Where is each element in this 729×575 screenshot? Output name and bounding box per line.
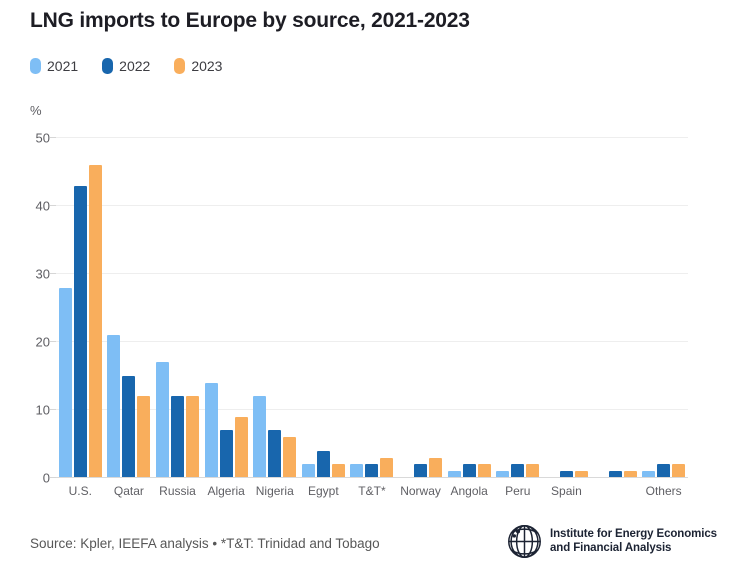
bar-2022-Qatar bbox=[122, 376, 136, 478]
bar-2023-Russia bbox=[186, 396, 200, 478]
bar-2021-Egypt bbox=[301, 464, 315, 478]
bar-group-T&T* bbox=[348, 138, 397, 478]
ieefa-logo: Institute for Energy Economics and Finan… bbox=[506, 523, 717, 560]
x-label-Nigeria: Nigeria bbox=[255, 484, 294, 498]
bar-group-Angola bbox=[445, 138, 494, 478]
y-axis-unit-label: % bbox=[30, 103, 42, 118]
logo-text: Institute for Energy Economics and Finan… bbox=[550, 528, 717, 555]
bar-2023-Others bbox=[672, 464, 686, 478]
bar-group-Nigeria bbox=[250, 138, 299, 478]
bar-group-Qatar bbox=[105, 138, 154, 478]
globe-icon bbox=[508, 525, 541, 558]
y-tick-label-50: 50 bbox=[35, 130, 50, 146]
bar-group-Norway bbox=[396, 138, 445, 478]
gridline-50 bbox=[50, 137, 688, 138]
bar-2022-T&T* bbox=[365, 464, 379, 478]
legend-label: 2022 bbox=[119, 58, 151, 74]
bar-2023-Peru bbox=[526, 464, 540, 478]
legend-swatch-2023 bbox=[174, 58, 186, 74]
x-label-Norway: Norway bbox=[400, 484, 441, 498]
x-label-Qatar: Qatar bbox=[113, 484, 144, 498]
logo-line-1: Institute for Energy Economics bbox=[550, 527, 717, 540]
bar-2021-Nigeria bbox=[253, 396, 267, 478]
y-axis-tick-labels: 0 10 20 30 40 50 bbox=[10, 131, 50, 486]
bar-2021-Others bbox=[642, 471, 656, 478]
bar-2021-Russia bbox=[156, 362, 170, 478]
bar-group-unlabeled bbox=[591, 138, 640, 478]
bar-2023-Norway bbox=[429, 457, 443, 478]
bar-2022-Norway bbox=[414, 464, 428, 478]
bar-2022-Others bbox=[657, 464, 671, 478]
bar-2021-Peru bbox=[496, 471, 510, 478]
gridline-30 bbox=[50, 273, 688, 274]
y-tick-label-30: 30 bbox=[35, 266, 50, 282]
x-axis-line bbox=[50, 477, 688, 478]
bar-group-Spain bbox=[542, 138, 591, 478]
x-label-Peru: Peru bbox=[505, 484, 531, 498]
bar-2023-unlabeled bbox=[623, 471, 637, 478]
bar-2022-Russia bbox=[171, 396, 185, 478]
legend-item-2022: 2022 bbox=[102, 58, 150, 74]
bar-2023-T&T* bbox=[380, 457, 394, 478]
bar-2023-Nigeria bbox=[283, 437, 297, 478]
bar-2021-Qatar bbox=[107, 335, 121, 478]
y-tick-label-0: 0 bbox=[42, 470, 50, 486]
bar-2021-U.S. bbox=[58, 287, 72, 478]
legend-label: 2023 bbox=[191, 58, 223, 74]
bar-group-Russia bbox=[153, 138, 202, 478]
gridline-40 bbox=[50, 205, 688, 206]
x-label-Algeria: Algeria bbox=[207, 484, 245, 498]
bar-group-U.S. bbox=[56, 138, 105, 478]
x-label-unlabeled bbox=[591, 484, 640, 498]
bar-2023-Angola bbox=[477, 464, 491, 478]
bar-2023-Qatar bbox=[137, 396, 151, 478]
x-label-U.S.: U.S. bbox=[68, 484, 92, 498]
chart-title: LNG imports to Europe by source, 2021-20… bbox=[30, 9, 470, 32]
legend-swatch-2021 bbox=[30, 58, 41, 74]
x-label-Egypt: Egypt bbox=[308, 484, 339, 498]
bar-2022-U.S. bbox=[73, 185, 87, 478]
gridline-10 bbox=[50, 409, 688, 410]
bar-group-Egypt bbox=[299, 138, 348, 478]
bar-2022-Egypt bbox=[316, 450, 330, 478]
bar-group-Others bbox=[639, 138, 688, 478]
bar-groups bbox=[56, 138, 688, 478]
x-label-Angola: Angola bbox=[450, 484, 488, 498]
y-tick-label-10: 10 bbox=[35, 402, 50, 418]
bar-2022-Spain bbox=[559, 471, 573, 478]
legend-label: 2021 bbox=[47, 58, 79, 74]
bar-2022-Algeria bbox=[219, 430, 233, 478]
y-tick-label-20: 20 bbox=[35, 334, 50, 350]
legend: 2021 2022 2023 bbox=[30, 58, 222, 74]
bar-2021-Angola bbox=[447, 471, 461, 478]
bar-2022-unlabeled bbox=[608, 471, 622, 478]
x-label-Russia: Russia bbox=[159, 484, 196, 498]
bar-2023-Egypt bbox=[331, 464, 345, 478]
bar-2022-Nigeria bbox=[268, 430, 282, 478]
x-label-T&T*: T&T* bbox=[358, 484, 386, 498]
logo-line-2: and Financial Analysis bbox=[550, 541, 672, 554]
bar-2021-T&T* bbox=[350, 464, 364, 478]
bar-2023-Spain bbox=[574, 471, 588, 478]
source-note: Source: Kpler, IEEFA analysis • *T&T: Tr… bbox=[30, 536, 380, 551]
bar-group-Algeria bbox=[202, 138, 251, 478]
x-label-Spain: Spain bbox=[551, 484, 582, 498]
x-axis-labels: U.S. Qatar Russia Algeria Nigeria Egypt T&T* No… bbox=[56, 484, 688, 498]
legend-item-2023: 2023 bbox=[174, 58, 222, 74]
bar-2023-U.S. bbox=[88, 165, 102, 478]
gridline-20 bbox=[50, 341, 688, 342]
x-label-Others: Others bbox=[645, 484, 682, 498]
bar-2022-Peru bbox=[511, 464, 525, 478]
legend-item-2021: 2021 bbox=[30, 58, 78, 74]
bar-2023-Algeria bbox=[234, 416, 248, 478]
bar-group-Peru bbox=[493, 138, 542, 478]
bar-2021-Algeria bbox=[204, 382, 218, 478]
plot-area bbox=[50, 137, 688, 478]
y-tick-label-40: 40 bbox=[35, 198, 50, 214]
legend-swatch-2022 bbox=[102, 58, 114, 74]
bar-2022-Angola bbox=[462, 464, 476, 478]
